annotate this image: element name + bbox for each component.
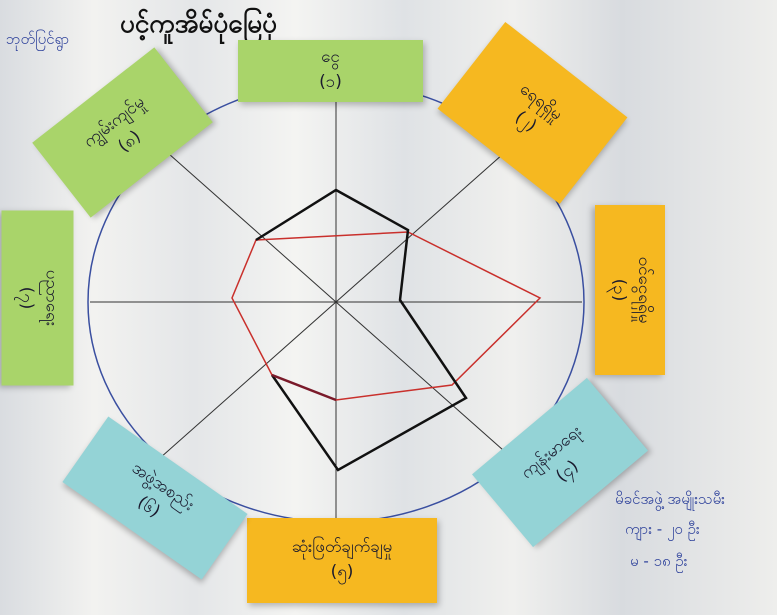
title: ပင့်ကူအိမ်ပုံမြေပုံ [120,9,277,39]
note-text: ငွေ [321,47,340,67]
note-text: (၃) [609,278,629,302]
sticky-note: ငွေ (၁) [238,40,423,102]
note-text: (၇) [16,286,37,310]
participants-male: ကျား - ၂၀ ဦး [625,520,700,538]
note-text: ဆုံးဖြတ်ချက်ချမှု [291,536,393,557]
participants-title: မိခင်အဖွဲ့ အမျိုးသမီး [615,490,725,508]
note-text: (၁) [319,72,342,92]
sticky-note: ပညာရေး (၇) [1,210,74,386]
corner-note: ဘုတ်ပြင်ရွာ [6,30,70,48]
note-text: ပညာရေး [41,269,62,327]
sticky-note: ဝင်ငွေရရှိမှု (၃) [595,205,665,375]
note-text: (၅) [330,561,354,582]
participants-female: မ - ၁၈ ဦး [630,552,688,570]
sticky-note: ဆုံးဖြတ်ချက်ချမှု (၅) [247,518,437,603]
note-text: ဝင်ငွေရရှိမှု [634,256,654,324]
